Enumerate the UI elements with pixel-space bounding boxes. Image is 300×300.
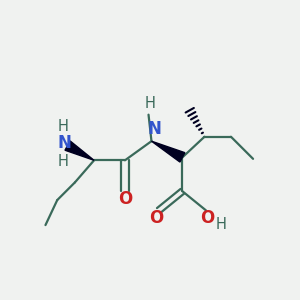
Text: O: O bbox=[200, 209, 214, 227]
Text: H: H bbox=[58, 154, 69, 169]
Polygon shape bbox=[65, 141, 94, 160]
Text: N: N bbox=[58, 134, 71, 152]
Polygon shape bbox=[152, 141, 185, 162]
Text: H: H bbox=[216, 217, 227, 232]
Text: O: O bbox=[118, 190, 133, 208]
Text: H: H bbox=[145, 96, 155, 111]
Text: H: H bbox=[58, 119, 69, 134]
Text: N: N bbox=[148, 120, 161, 138]
Text: O: O bbox=[149, 209, 163, 227]
